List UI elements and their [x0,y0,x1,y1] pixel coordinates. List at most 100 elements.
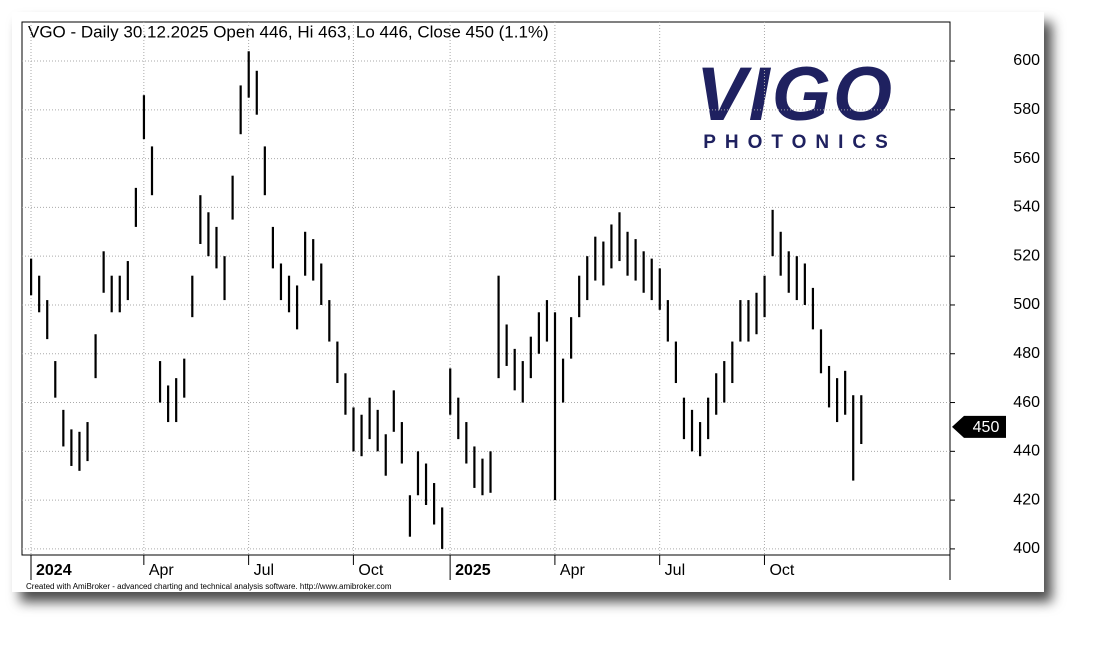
price-bar [795,256,798,301]
price-bar [62,409,65,447]
price-bar [263,146,266,196]
price-bar [142,95,146,140]
price-bar [553,312,557,501]
price-bar [674,341,677,384]
price-bar [134,187,137,227]
chart-title: VGO - Daily 30.12.2025 Open 446, Hi 463,… [28,22,549,41]
price-bar [376,409,379,452]
price-bar [207,212,210,257]
logo-sub: PHOTONICS [703,132,897,153]
plot-frame [21,21,951,556]
price-bar [54,361,57,398]
price-bar [860,395,863,445]
y-tick-label: 560 [1013,150,1040,167]
price-bar [223,256,226,301]
price-bar [199,195,202,244]
price-bar [368,397,371,440]
price-bar [360,414,363,457]
price-bar [473,446,476,488]
price-bar [416,451,420,496]
price-bar [771,209,774,257]
price-bar [400,422,403,464]
y-tick-label: 440 [1013,443,1040,460]
price-bar [763,275,766,318]
price-bar [779,231,782,276]
price-bar [650,258,653,301]
price-bar [827,365,831,408]
price-bar [634,239,637,281]
price-bar [666,300,669,342]
price-bar [489,451,492,493]
price-bar [352,407,355,452]
y-tick-label: 600 [1013,52,1040,69]
price-bar [811,287,815,330]
price-bar [747,300,750,342]
price-bar [755,292,758,335]
price-bar [287,275,291,313]
x-tick-label: Apr [149,562,175,579]
price-bar [30,258,33,296]
price-bar [618,212,621,262]
price-bar [191,275,194,318]
price-bar [561,358,565,403]
footer: Created with AmiBroker - advanced charti… [26,582,392,591]
price-bar [320,263,323,305]
price-bar [602,241,605,286]
price-bar [384,434,387,476]
x-tick-label: 2025 [455,562,491,579]
price-bar [215,226,218,269]
x-tick-label: 2024 [36,562,72,579]
price-bar [150,146,154,196]
price-bar [304,231,307,276]
price-bar [787,251,790,293]
price-bar [433,483,436,525]
price-bar [682,397,686,440]
x-tick-label: Jul [665,562,685,579]
price-bar [247,51,250,98]
x-tick-label: Apr [560,562,586,579]
price-bar [690,409,694,452]
price-bar [449,368,452,415]
price-bar [158,361,162,403]
price-bar [578,275,581,318]
last-value-marker [952,415,1006,438]
price-bar [537,312,540,354]
chart-panel [12,12,1044,592]
price-bar [626,231,629,276]
y-tick-label: 520 [1013,247,1040,264]
y-tick-label: 460 [1013,394,1040,411]
logo-main: VIGO [696,52,894,137]
price-bar [392,390,395,432]
x-tick-label: Jul [254,562,274,579]
price-bar [570,317,573,359]
price-bar [594,236,597,281]
x-tick-label: Oct [769,562,794,579]
price-bar [610,224,613,269]
price-bar [38,275,41,313]
price-bar [118,275,121,313]
price-bar [586,256,589,301]
price-bar [545,300,549,342]
y-tick-label: 480 [1013,345,1040,362]
price-bar [731,341,734,384]
price-bar [231,175,234,220]
price-bar [328,300,331,342]
price-bar [658,268,661,310]
price-bar [94,334,97,379]
price-bar [102,251,105,293]
price-bar [513,348,516,391]
price-bar [279,263,283,301]
price-bar [110,275,113,313]
price-bar [739,300,742,342]
price-bar [441,507,444,549]
price-bar [126,261,129,301]
price-bar [497,275,500,379]
price-bar [175,378,178,423]
price-bar [167,385,170,423]
price-bar [271,226,274,269]
price-bar [295,285,299,330]
price-bar [481,458,484,496]
price-bar [344,373,347,415]
